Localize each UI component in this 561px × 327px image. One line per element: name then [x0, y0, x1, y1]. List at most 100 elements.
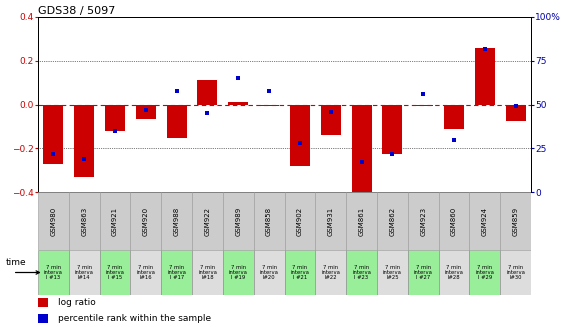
Point: [172, 88, 181, 93]
Bar: [321, 105, 341, 135]
Bar: [470, 250, 500, 295]
Bar: [444, 105, 464, 129]
Bar: [408, 192, 439, 250]
Text: 7 min
interva
l#14: 7 min interva l#14: [75, 265, 94, 280]
Point: [296, 140, 305, 146]
Bar: [377, 192, 408, 250]
Text: GSM863: GSM863: [81, 206, 87, 236]
Bar: [197, 80, 218, 105]
Bar: [284, 192, 315, 250]
Point: [203, 111, 212, 116]
Text: GSM924: GSM924: [482, 206, 488, 235]
Text: 7 min
interva
l #17: 7 min interva l #17: [167, 265, 186, 280]
Bar: [500, 250, 531, 295]
Text: GSM923: GSM923: [420, 206, 426, 235]
Bar: [254, 192, 284, 250]
Bar: [38, 314, 48, 323]
Bar: [131, 250, 161, 295]
Text: 7 min
interva
l #15: 7 min interva l #15: [105, 265, 125, 280]
Bar: [74, 105, 94, 177]
Bar: [254, 250, 284, 295]
Point: [141, 107, 150, 112]
Bar: [500, 192, 531, 250]
Text: 7 min
interva
l #27: 7 min interva l #27: [413, 265, 433, 280]
Point: [111, 128, 119, 133]
Bar: [43, 105, 63, 164]
Bar: [505, 105, 526, 121]
Bar: [315, 250, 346, 295]
Bar: [228, 102, 249, 105]
Text: GSM859: GSM859: [513, 206, 518, 235]
Point: [265, 88, 274, 93]
Bar: [192, 192, 223, 250]
Bar: [413, 105, 433, 106]
Bar: [167, 105, 187, 138]
Bar: [38, 298, 48, 307]
Bar: [352, 105, 371, 197]
Bar: [259, 105, 279, 106]
Text: GSM902: GSM902: [297, 206, 303, 235]
Bar: [470, 192, 500, 250]
Bar: [223, 250, 254, 295]
Bar: [192, 250, 223, 295]
Bar: [38, 250, 69, 295]
Text: GSM921: GSM921: [112, 206, 118, 235]
Text: GSM862: GSM862: [389, 206, 396, 235]
Point: [357, 160, 366, 165]
Bar: [69, 192, 100, 250]
Text: 7 min
interva
l#25: 7 min interva l#25: [383, 265, 402, 280]
Text: GDS38 / 5097: GDS38 / 5097: [38, 6, 116, 16]
Text: time: time: [6, 258, 27, 267]
Point: [511, 104, 520, 109]
Text: 7 min
interva
l #29: 7 min interva l #29: [475, 265, 494, 280]
Bar: [105, 105, 125, 131]
Bar: [290, 105, 310, 166]
Bar: [100, 192, 131, 250]
Bar: [100, 250, 131, 295]
Text: 7 min
interva
l#16: 7 min interva l#16: [136, 265, 155, 280]
Bar: [439, 192, 470, 250]
Bar: [346, 192, 377, 250]
Text: GSM860: GSM860: [451, 206, 457, 236]
Point: [480, 46, 489, 51]
Bar: [408, 250, 439, 295]
Point: [419, 91, 427, 96]
Bar: [38, 192, 69, 250]
Bar: [161, 250, 192, 295]
Bar: [377, 250, 408, 295]
Bar: [136, 105, 156, 119]
Point: [80, 156, 89, 161]
Bar: [69, 250, 100, 295]
Text: GSM931: GSM931: [328, 206, 334, 236]
Point: [49, 151, 58, 156]
Bar: [284, 250, 315, 295]
Text: GSM988: GSM988: [174, 206, 180, 236]
Bar: [439, 250, 470, 295]
Text: log ratio: log ratio: [58, 298, 96, 307]
Text: 7 min
interva
l #21: 7 min interva l #21: [291, 265, 309, 280]
Point: [449, 137, 458, 142]
Text: GSM980: GSM980: [50, 206, 57, 236]
Text: GSM922: GSM922: [204, 206, 210, 235]
Text: 7 min
interva
l#18: 7 min interva l#18: [198, 265, 217, 280]
Text: 7 min
interva
l #23: 7 min interva l #23: [352, 265, 371, 280]
Text: GSM858: GSM858: [266, 206, 272, 235]
Text: 7 min
interva
l #19: 7 min interva l #19: [229, 265, 248, 280]
Bar: [223, 192, 254, 250]
Text: GSM989: GSM989: [235, 206, 241, 236]
Bar: [383, 105, 402, 154]
Bar: [131, 192, 161, 250]
Text: percentile rank within the sample: percentile rank within the sample: [58, 314, 211, 323]
Text: 7 min
interva
l #13: 7 min interva l #13: [44, 265, 63, 280]
Bar: [346, 250, 377, 295]
Point: [234, 76, 243, 81]
Point: [388, 151, 397, 156]
Text: 7 min
interva
l#30: 7 min interva l#30: [506, 265, 525, 280]
Text: 7 min
interva
l#22: 7 min interva l#22: [321, 265, 340, 280]
Text: 7 min
interva
l#28: 7 min interva l#28: [444, 265, 463, 280]
Point: [327, 109, 335, 114]
Text: GSM920: GSM920: [143, 206, 149, 235]
Text: 7 min
interva
l#20: 7 min interva l#20: [260, 265, 278, 280]
Bar: [161, 192, 192, 250]
Bar: [475, 48, 495, 105]
